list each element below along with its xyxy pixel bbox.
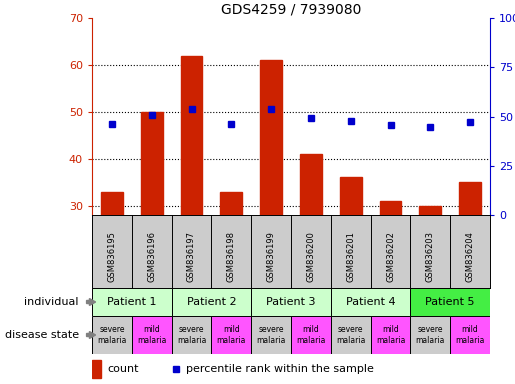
Bar (371, 316, 410, 354)
Text: severe
malaria: severe malaria (336, 325, 365, 345)
Bar (171, 316, 211, 354)
Bar (291, 316, 331, 354)
Bar (300, 154, 322, 215)
Bar (380, 201, 402, 215)
Bar (260, 60, 282, 215)
Bar (340, 177, 362, 215)
Text: mild
malaria: mild malaria (455, 325, 485, 345)
Text: severe
malaria: severe malaria (256, 325, 286, 345)
Text: GSM836204: GSM836204 (466, 231, 475, 282)
Bar (410, 288, 490, 316)
Bar (450, 316, 490, 354)
Bar (331, 288, 410, 316)
Text: Patient 3: Patient 3 (266, 297, 316, 307)
Text: disease state: disease state (5, 330, 79, 340)
Text: mild
malaria: mild malaria (137, 325, 166, 345)
Text: mild
malaria: mild malaria (296, 325, 325, 345)
Bar (410, 316, 450, 354)
Bar (92, 316, 132, 354)
Text: GSM836198: GSM836198 (227, 231, 236, 282)
Bar (101, 192, 123, 215)
Text: GSM836196: GSM836196 (147, 231, 156, 282)
Text: Patient 4: Patient 4 (346, 297, 396, 307)
Text: severe
malaria: severe malaria (416, 325, 445, 345)
Text: GSM836197: GSM836197 (187, 231, 196, 282)
Text: mild
malaria: mild malaria (217, 325, 246, 345)
Text: percentile rank within the sample: percentile rank within the sample (185, 364, 373, 374)
Bar (459, 182, 481, 215)
Text: severe
malaria: severe malaria (177, 325, 206, 345)
Text: GSM836200: GSM836200 (306, 231, 315, 282)
Bar (220, 192, 242, 215)
Text: GSM836201: GSM836201 (346, 231, 355, 282)
Text: GSM836202: GSM836202 (386, 231, 395, 282)
Bar (171, 288, 251, 316)
Bar (211, 316, 251, 354)
Bar (419, 205, 441, 215)
Bar (92, 360, 101, 378)
Text: Patient 5: Patient 5 (425, 297, 475, 307)
Text: GSM836199: GSM836199 (267, 231, 276, 282)
Text: GSM836195: GSM836195 (108, 231, 116, 282)
Text: count: count (107, 364, 139, 374)
Bar (251, 288, 331, 316)
Text: severe
malaria: severe malaria (97, 325, 127, 345)
Text: Patient 1: Patient 1 (107, 297, 157, 307)
Text: Patient 2: Patient 2 (186, 297, 236, 307)
Text: individual: individual (24, 297, 79, 307)
Bar (132, 316, 171, 354)
Bar (181, 56, 202, 215)
Bar (251, 316, 291, 354)
Bar (92, 288, 171, 316)
Title: GDS4259 / 7939080: GDS4259 / 7939080 (221, 3, 361, 17)
Bar (141, 112, 163, 215)
Bar (331, 316, 371, 354)
Text: mild
malaria: mild malaria (376, 325, 405, 345)
Text: GSM836203: GSM836203 (426, 231, 435, 282)
